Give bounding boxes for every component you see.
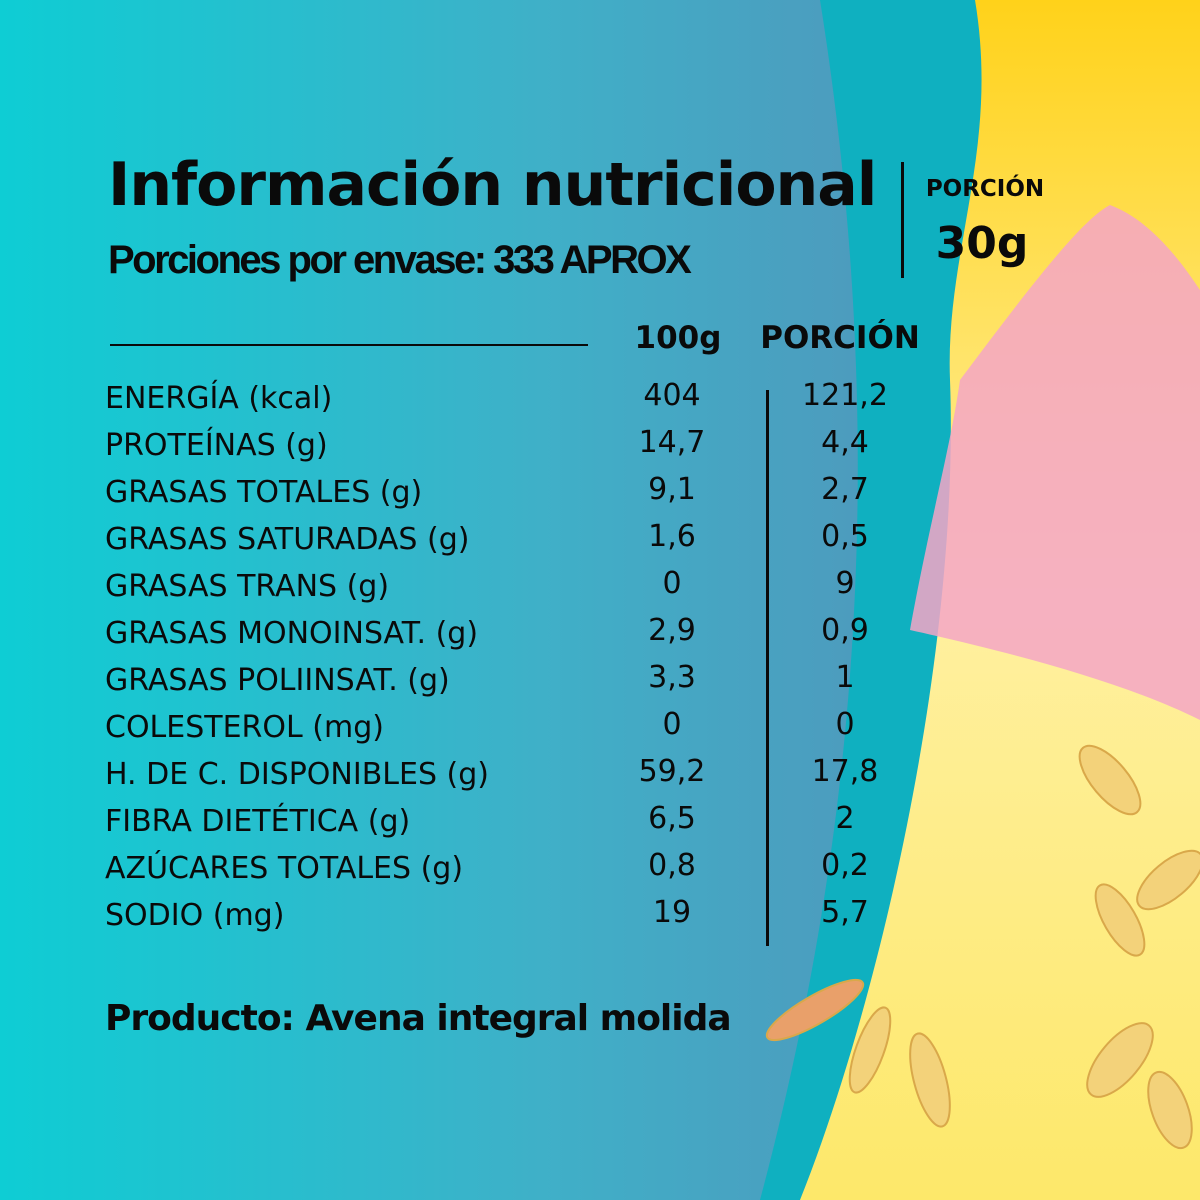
table-row: PROTEÍNAS (g) 14,7 4,4 [0, 425, 1200, 475]
column-header-portion: PORCIÓN [760, 320, 920, 356]
value-per-100g: 404 [643, 378, 701, 413]
nutrient-label: ENERGÍA (kcal) [105, 381, 333, 416]
value-per-100g: 0 [662, 707, 682, 742]
table-row: GRASAS TRANS (g) 0 9 [0, 566, 1200, 616]
table-row: H. DE C. DISPONIBLES (g) 59,2 17,8 [0, 754, 1200, 804]
table-row: COLESTEROL (mg) 0 0 [0, 707, 1200, 757]
value-per-100g: 1,6 [648, 519, 696, 554]
value-per-100g: 0,8 [648, 848, 696, 883]
nutrient-label: PROTEÍNAS (g) [105, 428, 328, 463]
page-title: Información nutricional [108, 150, 877, 220]
nutrient-label: H. DE C. DISPONIBLES (g) [105, 757, 489, 792]
column-divider [766, 390, 769, 946]
value-per-100g: 9,1 [648, 472, 696, 507]
value-per-portion: 0,9 [821, 613, 869, 648]
portion-label: PORCIÓN [925, 176, 1045, 202]
value-per-portion: 1 [835, 660, 855, 695]
nutrient-label: FIBRA DIETÉTICA (g) [105, 804, 411, 839]
table-row: SODIO (mg) 19 5,7 [0, 895, 1200, 945]
value-per-100g: 19 [652, 895, 692, 930]
column-header-100g: 100g [634, 320, 722, 356]
nutrient-label: GRASAS MONOINSAT. (g) [105, 616, 479, 651]
value-per-100g: 0 [662, 566, 682, 601]
value-per-portion: 121,2 [802, 378, 888, 413]
value-per-100g: 14,7 [638, 425, 706, 460]
header-divider [901, 162, 904, 278]
table-header-rule [110, 344, 588, 346]
nutrient-label: AZÚCARES TOTALES (g) [105, 851, 464, 886]
value-per-portion: 0 [835, 707, 855, 742]
table-row: ENERGÍA (kcal) 404 121,2 [0, 378, 1200, 428]
pink-hill [910, 205, 1200, 720]
product-name: Producto: Avena integral molida [105, 998, 732, 1039]
value-per-portion: 2,7 [821, 472, 869, 507]
value-per-100g: 3,3 [648, 660, 696, 695]
value-per-portion: 4,4 [821, 425, 869, 460]
table-row: FIBRA DIETÉTICA (g) 6,5 2 [0, 801, 1200, 851]
servings-per-package: Porciones por envase: 333 APROX [108, 238, 692, 282]
value-per-100g: 2,9 [648, 613, 696, 648]
oat-grains-icon [765, 744, 1200, 1150]
table-row: AZÚCARES TOTALES (g) 0,8 0,2 [0, 848, 1200, 898]
nutrient-label: GRASAS SATURADAS (g) [105, 522, 470, 557]
table-row: GRASAS MONOINSAT. (g) 2,9 0,9 [0, 613, 1200, 663]
value-per-100g: 6,5 [648, 801, 696, 836]
nutrient-label: GRASAS POLIINSAT. (g) [105, 663, 450, 698]
teal-strip [760, 0, 1000, 1200]
nutrient-label: GRASAS TRANS (g) [105, 569, 390, 604]
portion-value: 30g [935, 218, 1029, 269]
table-row: GRASAS TOTALES (g) 9,1 2,7 [0, 472, 1200, 522]
nutrient-label: COLESTEROL (mg) [105, 710, 384, 745]
value-per-100g: 59,2 [638, 754, 706, 789]
value-per-portion: 17,8 [811, 754, 879, 789]
value-per-portion: 9 [835, 566, 855, 601]
value-per-portion: 0,2 [821, 848, 869, 883]
table-row: GRASAS SATURADAS (g) 1,6 0,5 [0, 519, 1200, 569]
nutrient-label: GRASAS TOTALES (g) [105, 475, 423, 510]
value-per-portion: 0,5 [821, 519, 869, 554]
table-row: GRASAS POLIINSAT. (g) 3,3 1 [0, 660, 1200, 710]
value-per-portion: 2 [835, 801, 855, 836]
nutrient-label: SODIO (mg) [105, 898, 285, 933]
value-per-portion: 5,7 [821, 895, 869, 930]
